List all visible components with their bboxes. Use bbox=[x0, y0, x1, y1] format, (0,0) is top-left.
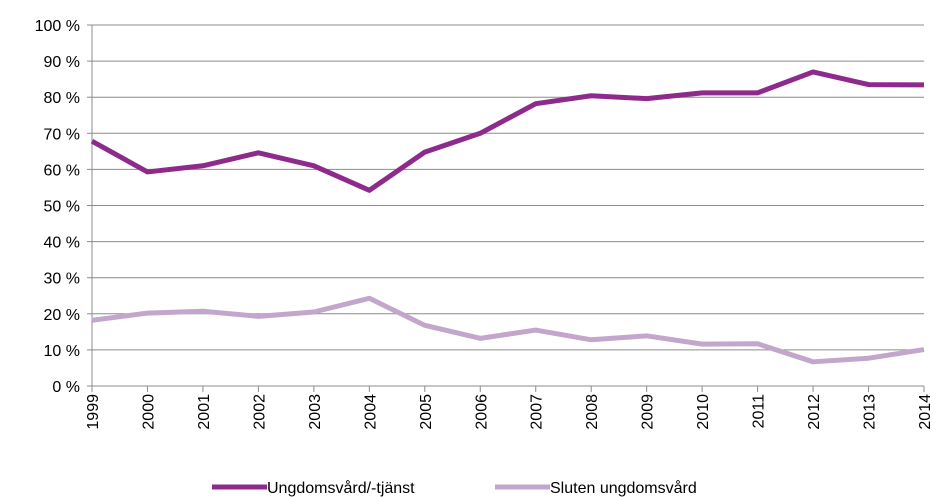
x-tick-label: 2010 bbox=[695, 394, 712, 430]
x-tick-label: 2000 bbox=[140, 394, 157, 430]
y-tick-label: 60 % bbox=[44, 162, 80, 179]
y-tick-label: 40 % bbox=[44, 235, 80, 252]
y-tick-label: 10 % bbox=[44, 343, 80, 360]
x-tick-label: 2005 bbox=[418, 394, 435, 430]
y-tick-label: 100 % bbox=[35, 18, 80, 35]
x-tick-label: 2008 bbox=[584, 394, 601, 430]
y-tick-label: 70 % bbox=[44, 126, 80, 143]
series-line bbox=[91, 295, 925, 365]
x-tick-label: 1999 bbox=[85, 394, 102, 430]
x-tick-label: 2014 bbox=[917, 394, 933, 430]
y-tick-label: 90 % bbox=[44, 54, 80, 71]
legend-label: Ungdomsvård/-tjänst bbox=[267, 479, 415, 497]
y-tick-label: 30 % bbox=[44, 271, 80, 288]
legend-label: Sluten ungdomsvård bbox=[550, 479, 697, 497]
y-tick-label: 80 % bbox=[44, 90, 80, 107]
x-tick-label: 2007 bbox=[529, 394, 546, 430]
x-tick-label: 2006 bbox=[473, 394, 490, 430]
y-tick-label: 20 % bbox=[44, 307, 80, 324]
x-tick-label: 2001 bbox=[196, 394, 213, 430]
x-tick-label: 2003 bbox=[307, 394, 324, 430]
x-tick-label: 2012 bbox=[806, 394, 823, 430]
x-tick-label: 2002 bbox=[251, 394, 268, 430]
x-tick-label: 2009 bbox=[640, 394, 657, 430]
y-tick-label: 50 % bbox=[44, 199, 80, 216]
x-tick-label: 2013 bbox=[862, 394, 879, 430]
x-tick-label: 2011 bbox=[751, 394, 768, 429]
y-tick-label: 0 % bbox=[52, 379, 80, 396]
x-tick-label: 2004 bbox=[362, 394, 379, 430]
series-line bbox=[90, 69, 925, 193]
